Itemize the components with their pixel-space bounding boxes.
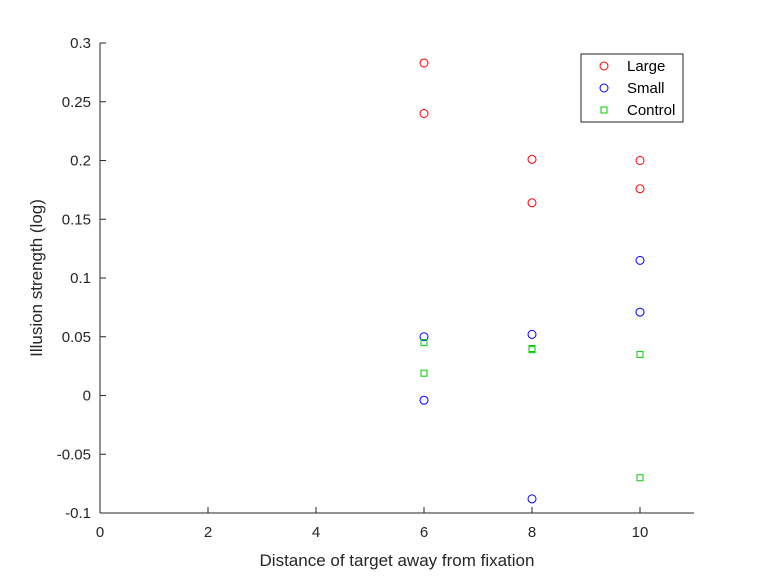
data-point-large xyxy=(635,156,645,165)
x-tick-label: 0 xyxy=(96,524,104,541)
y-tick-label: -0.05 xyxy=(57,446,91,463)
legend-marker-large xyxy=(599,61,609,71)
data-point-control xyxy=(420,369,428,377)
x-tick-label: 6 xyxy=(420,524,428,541)
x-tick-label: 8 xyxy=(528,524,536,541)
data-point-small xyxy=(635,307,645,317)
data-point-small xyxy=(419,332,429,342)
x-axis-label: Distance of target away from fixation xyxy=(260,551,535,570)
data-point-small xyxy=(527,329,537,339)
series-large xyxy=(419,58,645,208)
data-point-large xyxy=(527,198,537,208)
data-point-large xyxy=(419,109,429,118)
data-point-control xyxy=(636,474,644,482)
y-tick-label: 0.1 xyxy=(70,270,91,287)
legend-label-control: Control xyxy=(627,102,675,119)
data-point-large xyxy=(419,58,429,68)
y-tick-label: -0.1 xyxy=(65,505,91,522)
y-tick-label: 0.2 xyxy=(70,153,91,170)
legend-item-large: Large xyxy=(599,58,665,75)
legend: Large Small Control xyxy=(580,53,684,123)
y-ticks: -0.1 -0.05 0 0.05 0.1 0.15 0.2 0.25 0.3 xyxy=(57,35,106,522)
y-tick-label: 0 xyxy=(83,388,91,405)
legend-box xyxy=(580,53,684,123)
data-point-small xyxy=(635,255,645,265)
legend-item-small: Small xyxy=(599,80,665,97)
series-control xyxy=(420,339,644,482)
data-point-large xyxy=(527,154,537,164)
legend-label-large: Large xyxy=(627,58,665,75)
legend-label-small: Small xyxy=(627,80,665,97)
legend-item-control: Control xyxy=(600,102,675,119)
legend-marker-small xyxy=(599,83,609,93)
x-tick-label: 2 xyxy=(204,524,212,541)
x-ticks: 0 2 4 6 8 10 xyxy=(96,507,649,541)
data-point-control xyxy=(420,339,428,347)
data-point-control xyxy=(528,346,536,354)
data-point-control xyxy=(636,350,644,358)
y-tick-label: 0.25 xyxy=(62,94,91,111)
data-point-small xyxy=(419,395,429,405)
data-point-small xyxy=(527,494,537,504)
y-axis-label: Illusion strength (log) xyxy=(27,199,46,357)
series-small xyxy=(419,255,645,504)
y-tick-label: 0.05 xyxy=(62,329,91,346)
x-tick-label: 10 xyxy=(632,524,649,541)
legend-marker-control xyxy=(600,106,608,114)
y-tick-label: 0.15 xyxy=(62,211,91,228)
data-points xyxy=(419,58,645,504)
x-tick-label: 4 xyxy=(312,524,320,541)
data-point-large xyxy=(635,184,645,194)
y-tick-label: 0.3 xyxy=(70,35,91,52)
